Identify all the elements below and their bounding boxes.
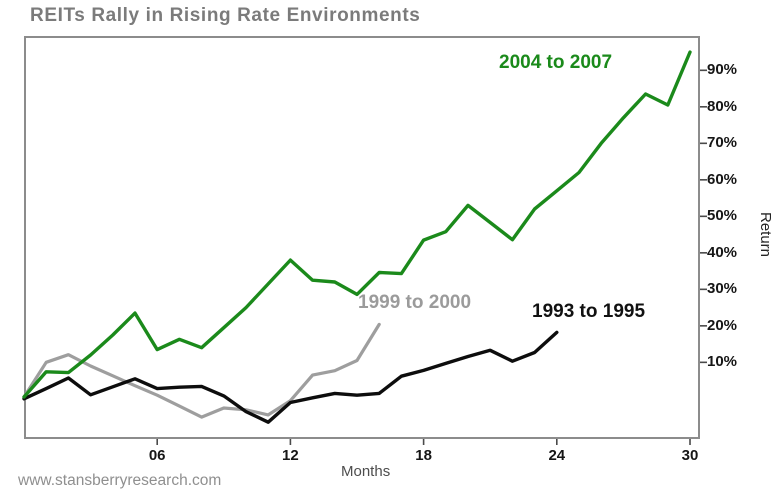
x-axis-title: Months [341, 463, 391, 480]
y-tick-label: 30% [707, 280, 738, 298]
series-line-1999-to-2000 [22, 322, 381, 419]
y-tick-label: 40% [707, 243, 738, 261]
x-tick-label: 18 [415, 447, 432, 464]
x-tick-label: 06 [148, 447, 166, 464]
y-tick-label: 80% [707, 97, 738, 115]
legend-label-2004-2007: 2004 to 2007 [499, 52, 613, 73]
legend-label-1999-2000: 1999 to 2000 [358, 292, 472, 313]
x-tick-label: 30 [681, 447, 699, 464]
y-tick-label: 50% [707, 207, 738, 225]
series-lines [22, 50, 692, 424]
y-axis-title: Return [757, 212, 774, 258]
y-tick-label: 70% [707, 134, 738, 152]
chart-title: REITs Rally in Rising Rate Environments [30, 5, 421, 26]
legend-label-1993-1995: 1993 to 1995 [532, 301, 646, 322]
y-tick-label: 10% [707, 353, 738, 371]
x-tick-label: 24 [548, 447, 566, 464]
y-tick-label: 90% [707, 61, 738, 79]
series-line-2004-to-2007 [22, 50, 692, 399]
series-line-1993-to-1995 [22, 330, 559, 424]
axis-tick-marks [156, 69, 707, 445]
y-tick-label: 60% [707, 170, 738, 188]
y-tick-label: 20% [707, 316, 738, 334]
x-tick-label: 12 [282, 447, 299, 464]
plot-frame [24, 36, 700, 439]
watermark-url: www.stansberryresearch.com [18, 472, 222, 489]
